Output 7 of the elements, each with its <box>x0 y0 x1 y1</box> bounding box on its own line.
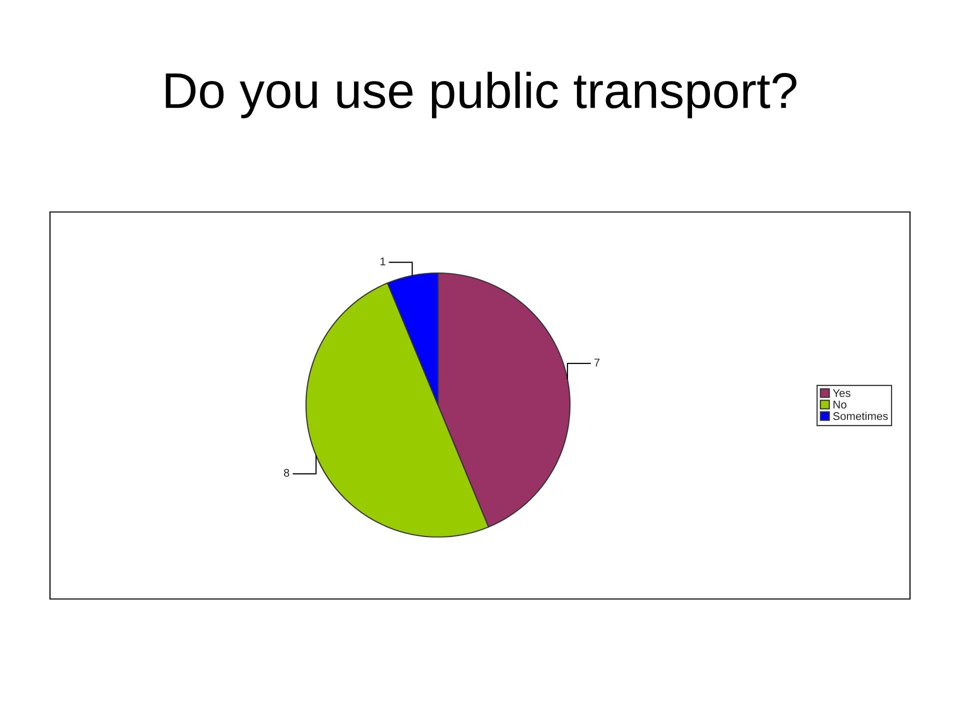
legend-label: No <box>834 400 846 409</box>
data-label: 8 <box>284 468 290 477</box>
data-label: 1 <box>380 258 386 266</box>
legend-label: Sometimes <box>833 412 888 420</box>
legend-label: Yes <box>832 389 850 397</box>
chart-title: Do you use public transport? <box>166 72 796 118</box>
data-label: 7 <box>594 358 600 366</box>
